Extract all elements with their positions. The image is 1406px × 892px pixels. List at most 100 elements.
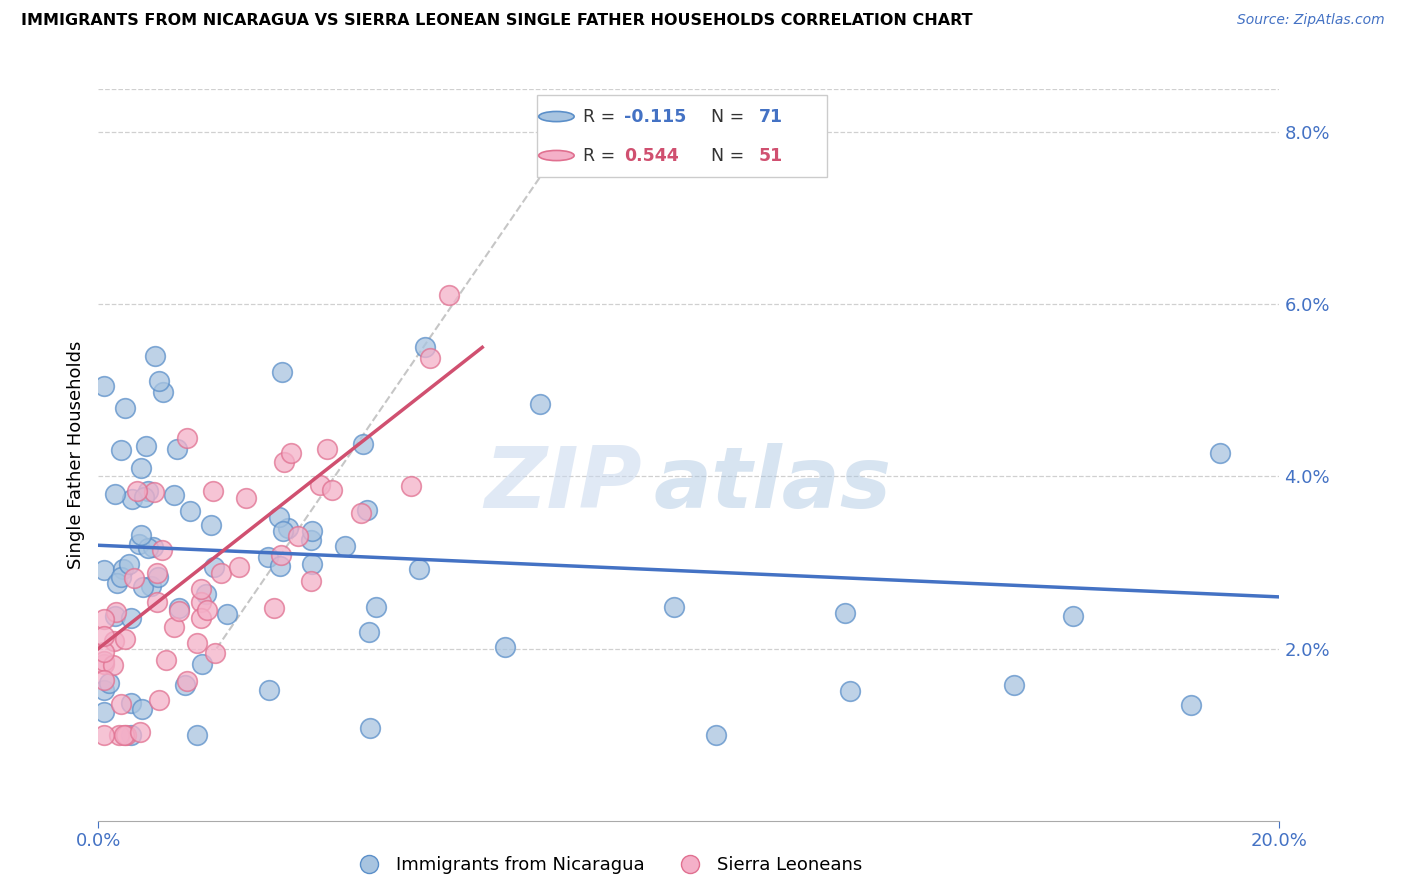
Point — [139, 579, 162, 593]
Point — [309, 478, 332, 492]
FancyBboxPatch shape — [537, 95, 827, 177]
Point — [108, 728, 131, 742]
Point — [122, 571, 145, 585]
Point — [125, 484, 148, 499]
Text: -0.115: -0.115 — [624, 108, 686, 126]
Point — [112, 728, 135, 742]
Point — [120, 611, 142, 625]
Point — [152, 384, 174, 399]
Point — [93, 683, 115, 698]
Point — [299, 533, 322, 547]
Point — [134, 490, 156, 504]
Point — [131, 702, 153, 716]
Point — [352, 437, 374, 451]
Point — [103, 634, 125, 648]
Point — [273, 455, 295, 469]
Text: Source: ZipAtlas.com: Source: ZipAtlas.com — [1237, 13, 1385, 28]
Point — [146, 566, 169, 581]
Point — [257, 683, 280, 698]
Point — [273, 524, 295, 538]
Text: N =: N = — [700, 146, 749, 164]
Text: N =: N = — [700, 108, 749, 126]
Point — [120, 696, 142, 710]
Point — [143, 349, 166, 363]
Text: IMMIGRANTS FROM NICARAGUA VS SIERRA LEONEAN SINGLE FATHER HOUSEHOLDS CORRELATION: IMMIGRANTS FROM NICARAGUA VS SIERRA LEON… — [21, 13, 973, 29]
Point — [128, 537, 150, 551]
Point — [136, 483, 159, 498]
Point — [194, 587, 217, 601]
Point — [93, 728, 115, 742]
Point — [104, 486, 127, 500]
Point — [179, 504, 201, 518]
Text: atlas: atlas — [654, 442, 891, 525]
Point — [176, 431, 198, 445]
Point — [217, 607, 239, 621]
Point — [350, 506, 373, 520]
Point — [93, 705, 115, 719]
Text: R =: R = — [583, 108, 620, 126]
Point — [186, 728, 208, 742]
Circle shape — [538, 151, 574, 161]
Point — [169, 604, 191, 618]
Point — [93, 629, 115, 643]
Point — [366, 600, 388, 615]
Point — [277, 520, 299, 534]
Point — [114, 632, 136, 646]
Point — [142, 541, 165, 555]
Point — [235, 491, 257, 506]
Legend: Immigrants from Nicaragua, Sierra Leoneans: Immigrants from Nicaragua, Sierra Leonea… — [343, 848, 869, 881]
Point — [93, 644, 115, 658]
Point — [228, 560, 250, 574]
Point — [704, 728, 727, 742]
Point — [110, 570, 132, 584]
Point — [209, 566, 232, 581]
Text: ZIP: ZIP — [484, 442, 641, 525]
Point — [93, 654, 115, 668]
Point — [166, 442, 188, 457]
Point — [1002, 678, 1025, 692]
Point — [834, 606, 856, 620]
Point — [118, 557, 141, 571]
Text: 71: 71 — [759, 108, 783, 126]
Point — [287, 528, 309, 542]
Point — [93, 563, 115, 577]
Point — [121, 491, 143, 506]
Point — [1180, 698, 1202, 712]
Point — [104, 609, 127, 624]
Point — [399, 479, 422, 493]
Point — [204, 647, 226, 661]
Point — [195, 602, 218, 616]
Point — [136, 541, 159, 555]
Point — [176, 673, 198, 688]
Point — [150, 542, 173, 557]
Point — [146, 570, 169, 584]
Point — [1209, 445, 1232, 459]
Point — [202, 483, 225, 498]
Point — [301, 557, 323, 571]
Circle shape — [538, 112, 574, 121]
Point — [359, 721, 381, 735]
Point — [104, 605, 127, 619]
Point — [115, 728, 138, 742]
Point — [269, 558, 291, 573]
Y-axis label: Single Father Households: Single Father Households — [66, 341, 84, 569]
Point — [263, 600, 285, 615]
Point — [110, 442, 132, 457]
Point — [93, 612, 115, 626]
Point — [662, 599, 685, 614]
Point — [413, 340, 436, 354]
Point — [114, 401, 136, 415]
Point — [142, 485, 165, 500]
Point — [167, 601, 190, 615]
Point — [129, 460, 152, 475]
Point — [173, 678, 195, 692]
Point — [190, 582, 212, 596]
Point — [200, 517, 222, 532]
Point — [155, 653, 177, 667]
Point — [1062, 609, 1084, 624]
Point — [186, 636, 208, 650]
Point — [190, 595, 212, 609]
Point — [129, 528, 152, 542]
Point — [93, 657, 115, 672]
Point — [269, 510, 291, 524]
